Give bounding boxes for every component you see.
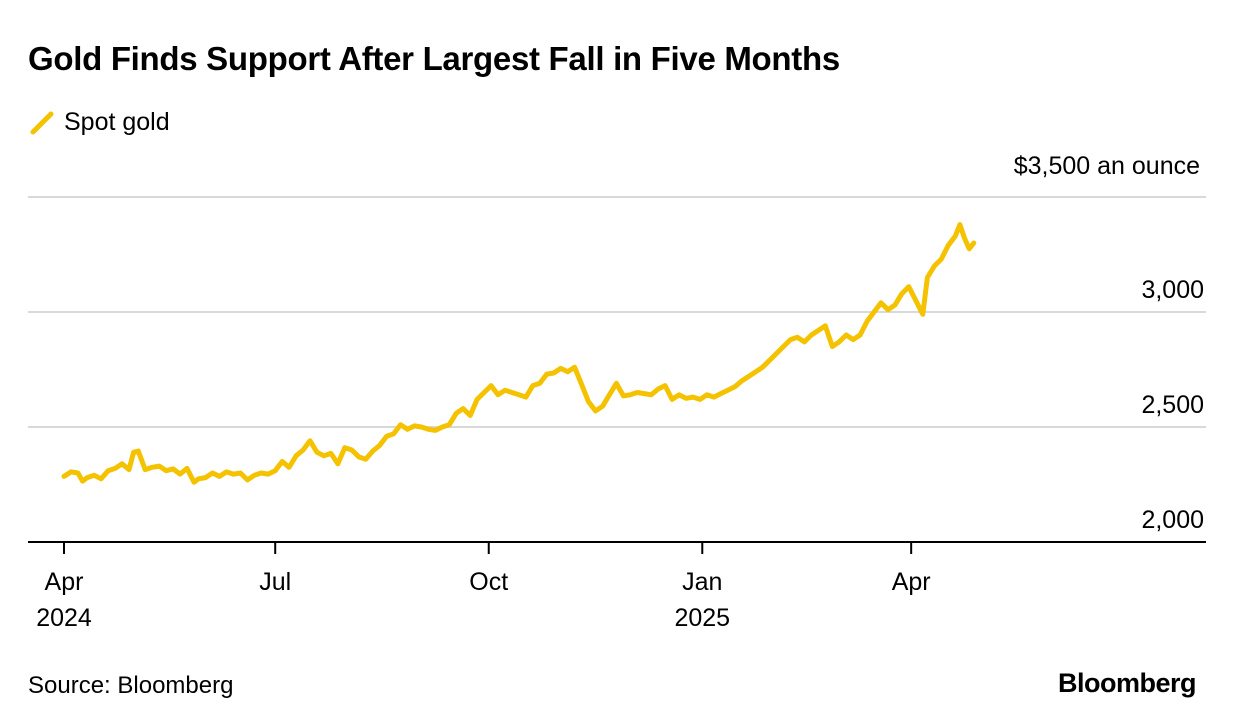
x-tick-label: Jul: [259, 568, 291, 596]
x-tick-label: Apr: [45, 568, 84, 596]
y-tick-label: 2,500: [1141, 391, 1204, 419]
x-tick-year-label: 2024: [36, 604, 92, 632]
y-tick-label: 2,000: [1141, 506, 1204, 534]
x-tick-label: Apr: [892, 568, 931, 596]
bloomberg-logo: Bloomberg: [1057, 668, 1197, 698]
x-tick-label: Oct: [469, 568, 508, 596]
y-tick-label: 3,000: [1141, 276, 1204, 304]
source-note: Source: Bloomberg: [28, 672, 234, 699]
legend-line-icon: [30, 111, 54, 134]
legend: Spot gold: [30, 108, 170, 137]
y-axis-unit-label: $3,500 an ounce: [1013, 152, 1200, 180]
series-line-spot-gold: [61, 222, 977, 485]
x-tick-label: Jan: [682, 568, 722, 596]
chart-title: Gold Finds Support After Largest Fall in…: [28, 40, 840, 77]
x-tick-year-label: 2025: [674, 604, 730, 632]
legend-label: Spot gold: [64, 108, 170, 136]
